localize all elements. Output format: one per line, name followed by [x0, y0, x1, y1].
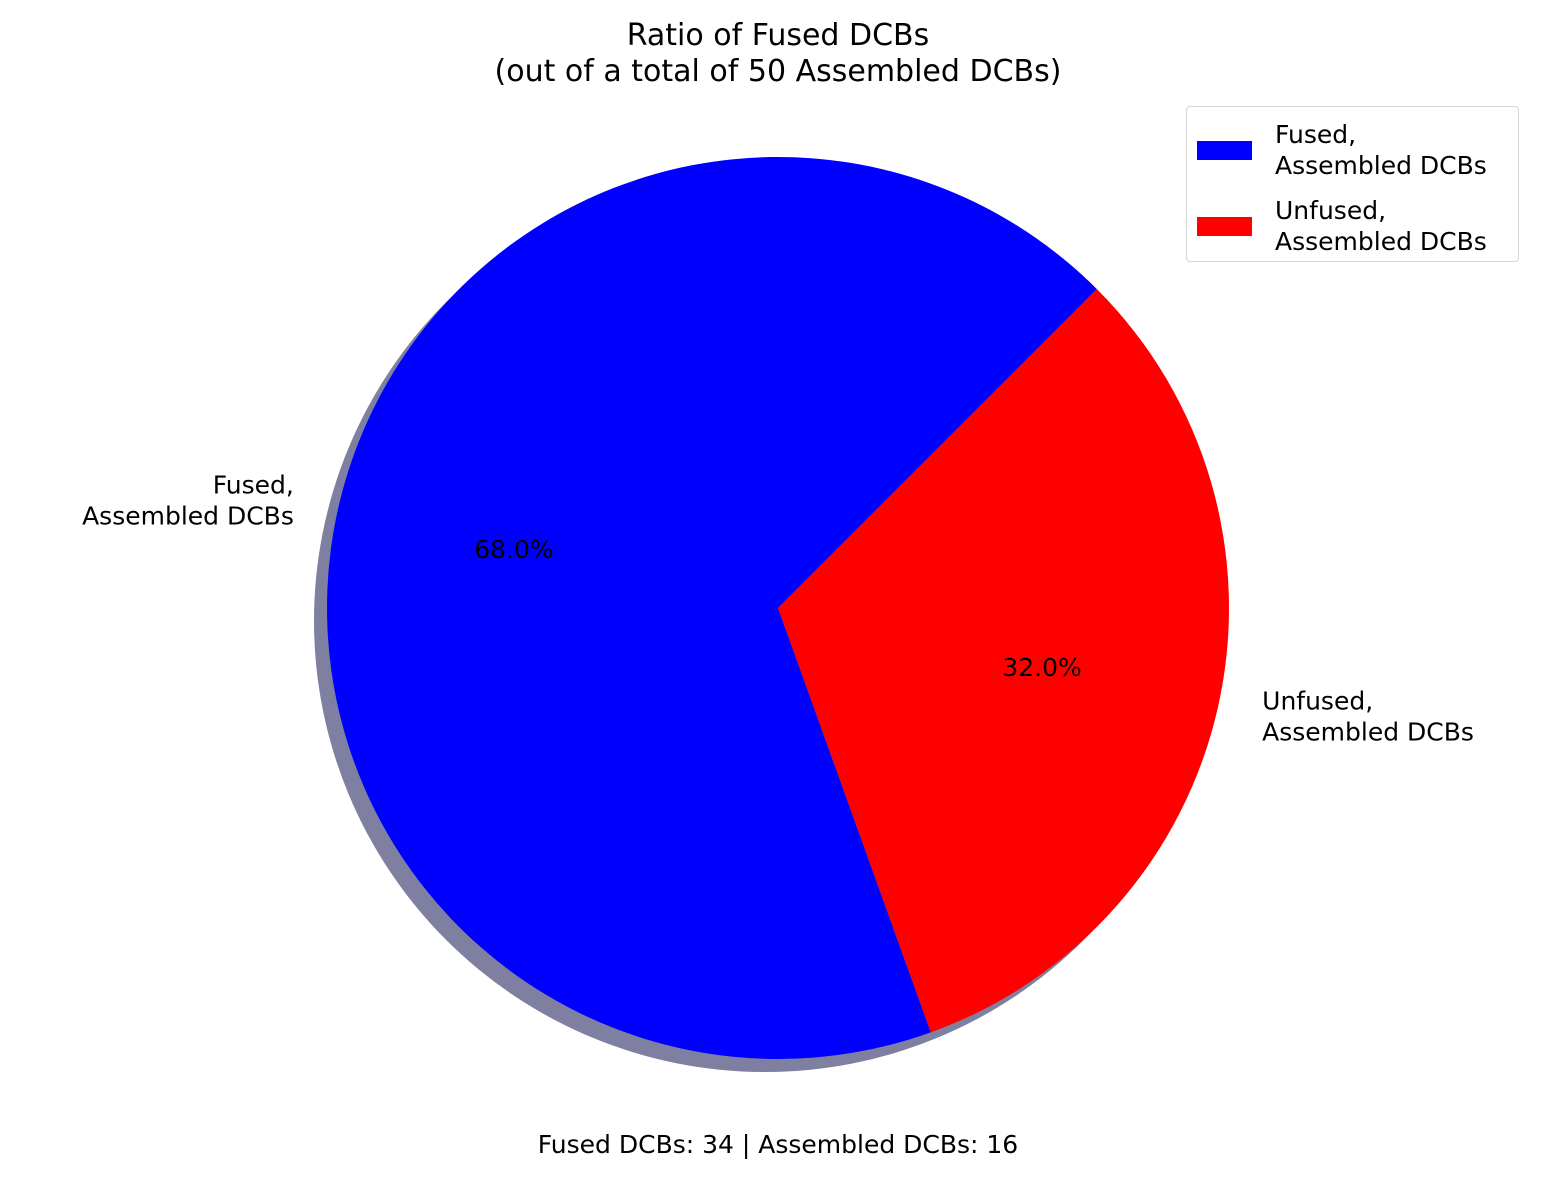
- percent-label-unfused: 32.0%: [1002, 653, 1081, 682]
- legend-item-fused: Fused, Assembled DCBs: [1197, 119, 1487, 181]
- legend: Fused, Assembled DCBs Unfused, Assembled…: [1186, 106, 1519, 262]
- pie-slice-fused: [327, 157, 1097, 1059]
- percent-label-fused: 68.0%: [474, 535, 553, 564]
- slice-label-line: Unfused,: [1262, 687, 1373, 716]
- slice-label-line: Assembled DCBs: [1262, 718, 1474, 747]
- chart-title-line: (out of a total of 50 Assembled DCBs): [495, 54, 1062, 89]
- footer-summary: Fused DCBs: 34 | Assembled DCBs: 16: [538, 1130, 1018, 1159]
- legend-label-fused: Fused, Assembled DCBs: [1275, 120, 1487, 180]
- slice-label-fused: Fused, Assembled DCBs: [82, 470, 294, 530]
- legend-swatch-unfused: [1197, 216, 1252, 236]
- slice-label-unfused: Unfused, Assembled DCBs: [1262, 687, 1474, 747]
- legend-label-unfused: Unfused, Assembled DCBs: [1275, 196, 1487, 256]
- legend-swatch-fused: [1197, 140, 1252, 160]
- pie-slices: [314, 157, 1229, 1072]
- slice-label-line: Assembled DCBs: [82, 501, 294, 530]
- legend-item-unfused: Unfused, Assembled DCBs: [1197, 195, 1487, 257]
- chart-title-line: Ratio of Fused DCBs: [627, 18, 930, 53]
- slice-label-line: Fused,: [213, 470, 294, 499]
- chart-title: Ratio of Fused DCBs (out of a total of 50…: [495, 18, 1062, 89]
- pie-slice-unfused: [778, 289, 1229, 1033]
